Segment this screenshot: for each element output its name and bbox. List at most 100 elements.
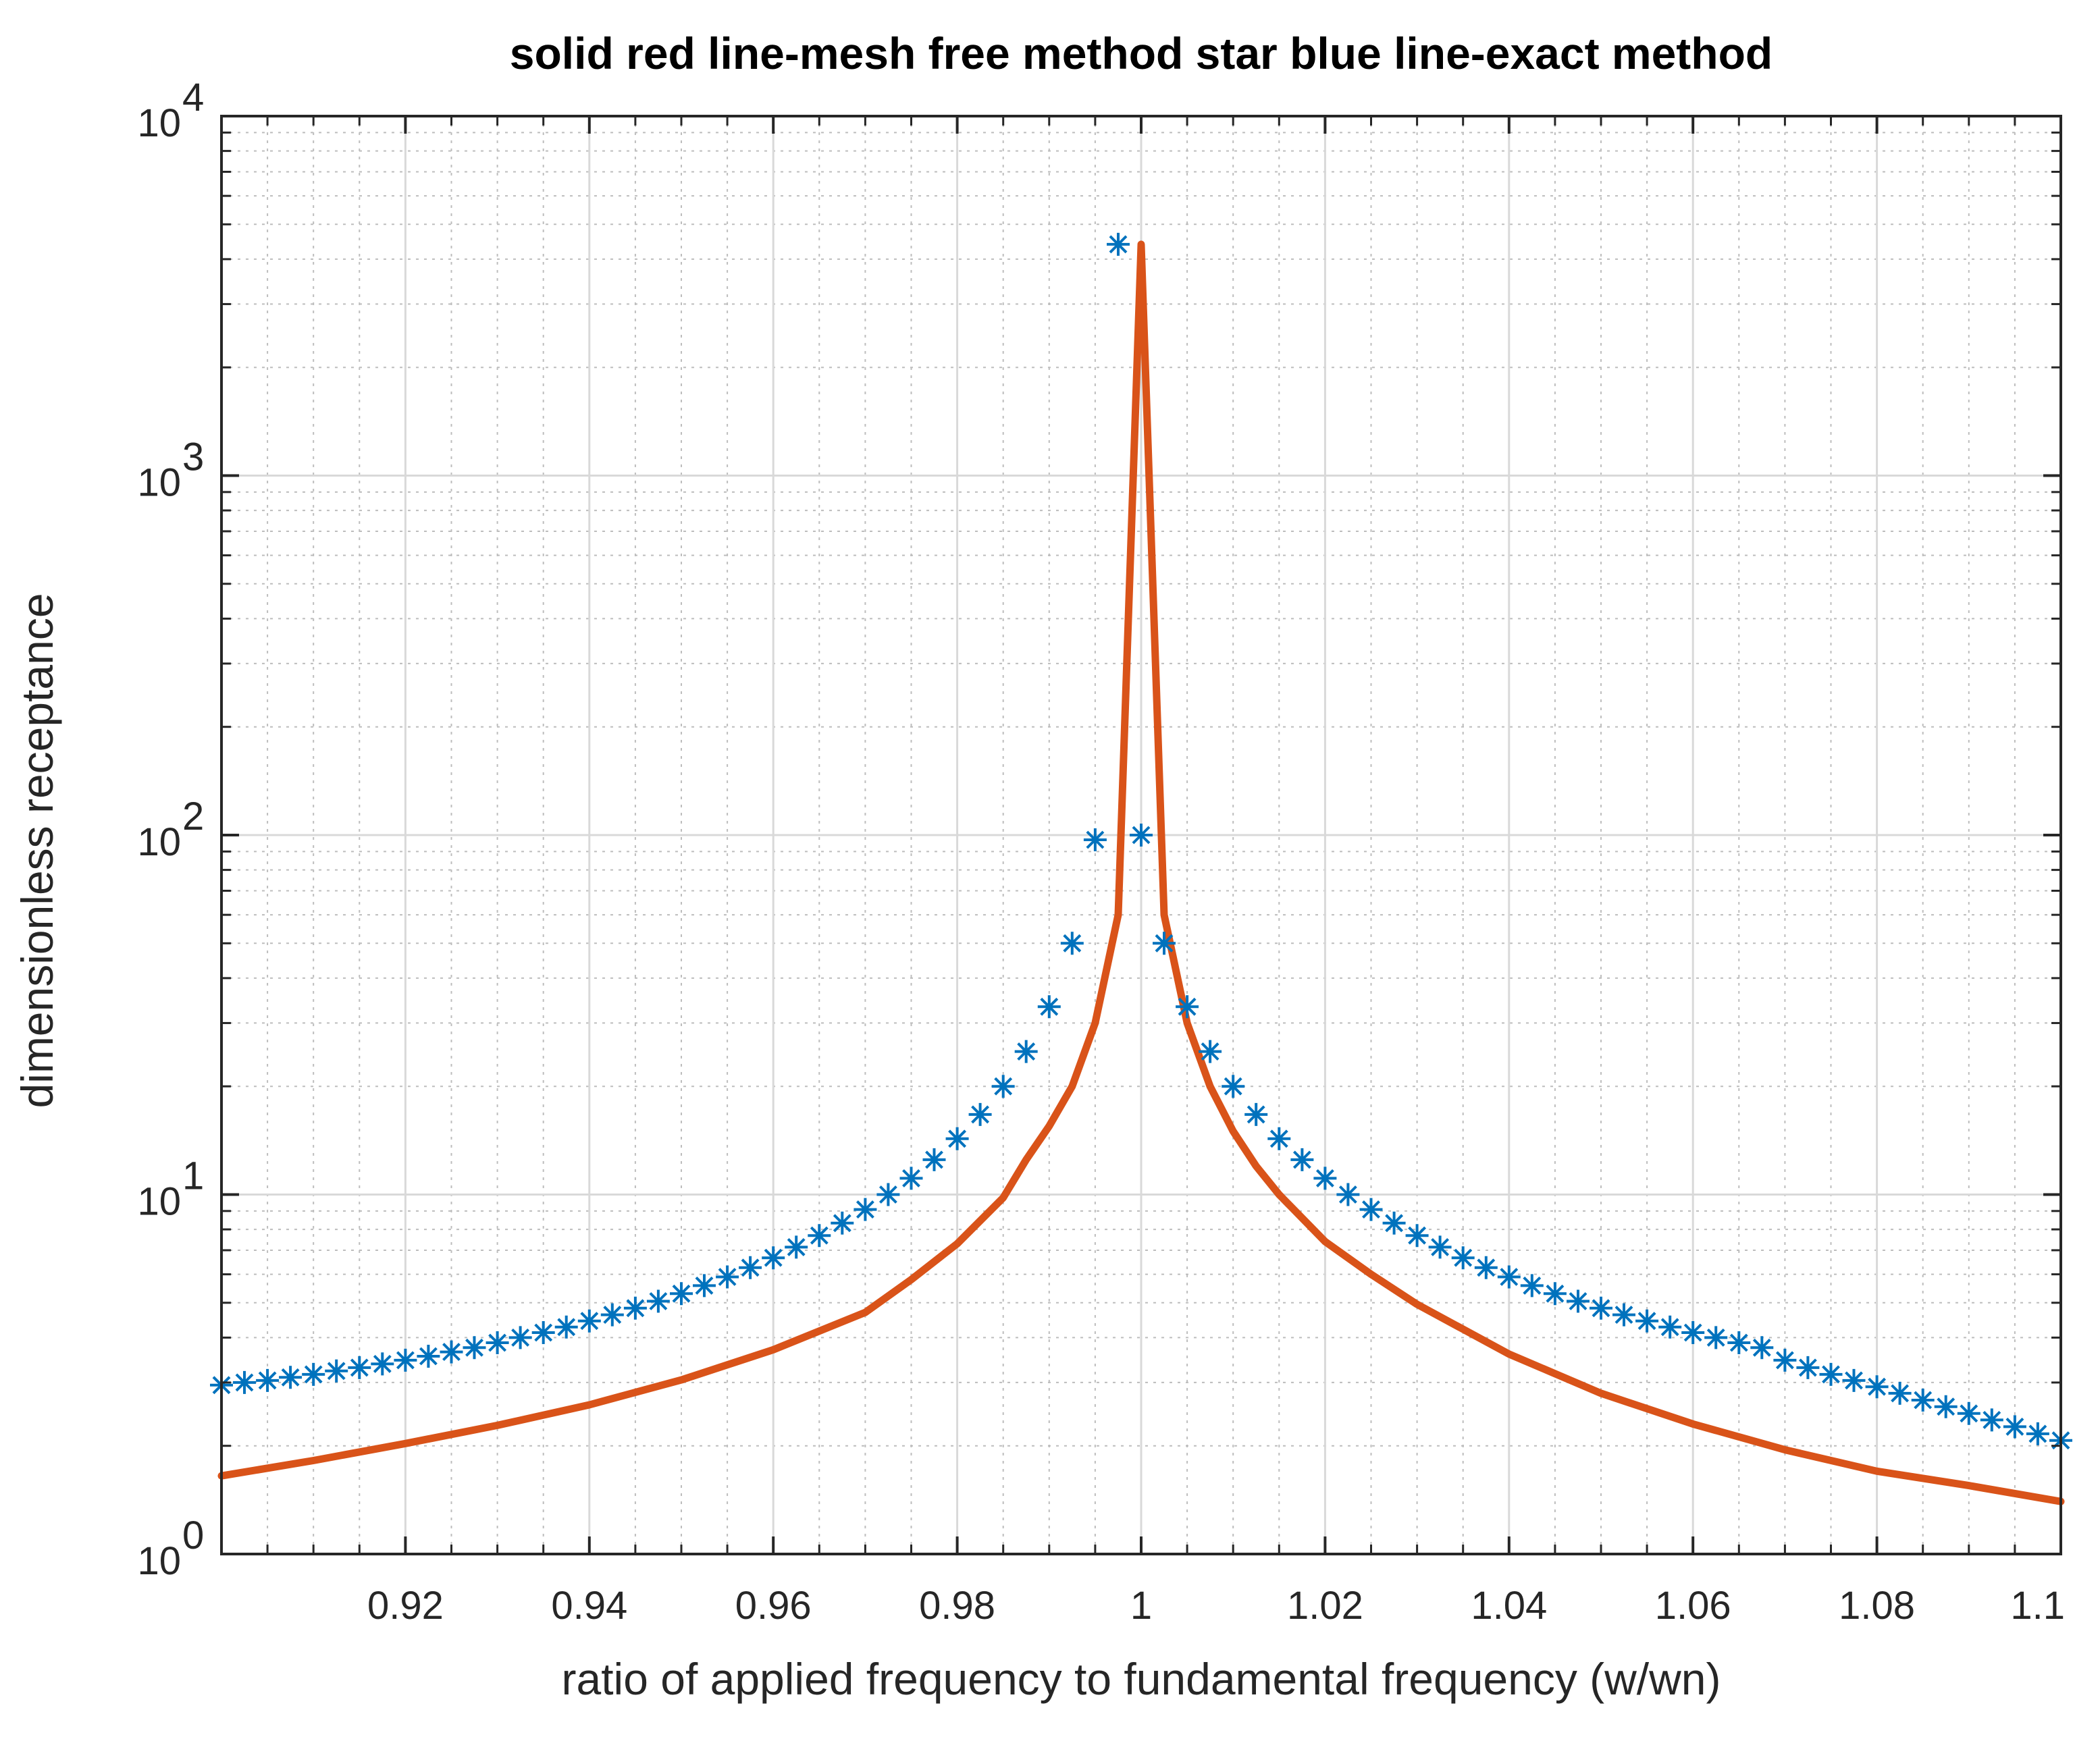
star-marker [1888, 1381, 1912, 1405]
x-tick-label: 1.1 [2010, 1584, 2065, 1628]
star-marker [1290, 1148, 1314, 1171]
star-marker-shape [1612, 1303, 1635, 1327]
star-marker-shape [1222, 1075, 1245, 1098]
x-tick-label: 1.06 [1655, 1584, 1731, 1628]
y-tick-label: 10 [137, 101, 181, 145]
star-marker-shape [854, 1198, 877, 1221]
star-marker [577, 1309, 601, 1333]
y-tick-label: 10 [137, 1180, 181, 1224]
star-marker-shape [1428, 1235, 1452, 1259]
star-marker [1520, 1274, 1544, 1297]
star-marker [693, 1274, 716, 1297]
star-marker-shape [463, 1336, 486, 1360]
star-marker [417, 1345, 440, 1368]
star-marker [371, 1352, 394, 1376]
star-marker-shape [991, 1075, 1015, 1098]
star-marker [508, 1326, 532, 1349]
star-marker-shape [485, 1331, 509, 1354]
star-marker [831, 1211, 854, 1235]
star-marker-shape [302, 1362, 325, 1386]
star-marker [1222, 1075, 1245, 1098]
star-marker [739, 1256, 762, 1279]
star-marker [1704, 1326, 1728, 1349]
star-marker-shape [1130, 824, 1153, 847]
star-marker [899, 1167, 923, 1190]
star-marker [1014, 1040, 1038, 1063]
star-marker [1382, 1211, 1406, 1235]
star-marker [1543, 1282, 1567, 1306]
star-marker [1681, 1321, 1705, 1344]
star-marker-shape [808, 1224, 831, 1248]
star-marker-shape [945, 1127, 969, 1150]
star-marker-shape [440, 1340, 463, 1364]
y-tick-label: 10 [137, 1539, 181, 1583]
star-marker-shape [716, 1265, 739, 1289]
series-line-mesh-free [217, 240, 2065, 1505]
star-marker [1497, 1265, 1521, 1289]
star-marker [1590, 1296, 1612, 1320]
y-tick-exponent: 4 [182, 76, 204, 119]
star-marker [1107, 232, 1130, 256]
star-marker [854, 1198, 877, 1221]
star-marker-shape [1727, 1331, 1751, 1354]
star-marker-shape [1543, 1282, 1567, 1306]
star-marker [1153, 932, 1176, 955]
star-marker-shape [531, 1321, 555, 1344]
star-marker [394, 1348, 417, 1372]
star-marker [1451, 1246, 1475, 1270]
star-marker-shape [1267, 1127, 1291, 1150]
star-marker-shape [785, 1235, 808, 1259]
star-marker-shape [1336, 1183, 1360, 1206]
star-marker [1911, 1389, 1935, 1412]
star-marker-shape [693, 1274, 716, 1297]
star-marker [1773, 1348, 1797, 1372]
star-marker-shape [1083, 828, 1107, 851]
x-tick-label: 1.04 [1471, 1584, 1547, 1628]
star-marker [1842, 1368, 1866, 1392]
star-marker-shape [1773, 1348, 1797, 1372]
star-marker [922, 1148, 946, 1171]
star-marker-shape [1107, 232, 1130, 256]
star-marker-shape [2026, 1422, 2049, 1445]
star-marker [1405, 1224, 1429, 1248]
star-marker [554, 1315, 578, 1339]
star-marker [991, 1075, 1015, 1098]
star-marker [968, 1102, 992, 1126]
star-marker-shape [899, 1167, 923, 1190]
star-marker-shape [1865, 1375, 1889, 1399]
star-marker [1957, 1401, 1980, 1425]
star-marker [762, 1246, 785, 1270]
y-tick-label: 10 [137, 820, 181, 864]
star-marker-shape [1153, 932, 1176, 955]
star-marker-shape [600, 1303, 624, 1327]
star-marker-shape [762, 1246, 785, 1270]
star-marker [1796, 1356, 1820, 1379]
star-marker-shape [1888, 1381, 1912, 1405]
axis-ticks [221, 115, 2062, 1555]
star-marker [1428, 1235, 1452, 1259]
x-tick-label: 0.96 [735, 1584, 812, 1628]
star-marker-shape [1199, 1040, 1222, 1063]
star-marker-shape [1382, 1211, 1406, 1235]
star-marker-shape [876, 1183, 900, 1206]
star-marker-shape [1497, 1265, 1521, 1289]
star-marker-shape [646, 1289, 670, 1313]
star-marker-shape [1567, 1289, 1590, 1313]
star-marker-shape [739, 1256, 762, 1279]
star-marker-shape [577, 1309, 601, 1333]
star-marker-shape [922, 1148, 946, 1171]
star-marker [1244, 1102, 1268, 1126]
star-marker-shape [1796, 1356, 1820, 1379]
star-marker [785, 1235, 808, 1259]
star-marker [1658, 1315, 1682, 1339]
star-marker-shape [1176, 995, 1199, 1019]
star-marker-shape [1681, 1321, 1705, 1344]
y-axis-label: dimensionless receptance [12, 593, 62, 1108]
chart-title: solid red line-mesh free method star blu… [510, 28, 1773, 78]
star-marker [1199, 1040, 1222, 1063]
star-marker [716, 1265, 739, 1289]
star-marker-shape [1520, 1274, 1544, 1297]
star-marker-shape [348, 1356, 371, 1379]
